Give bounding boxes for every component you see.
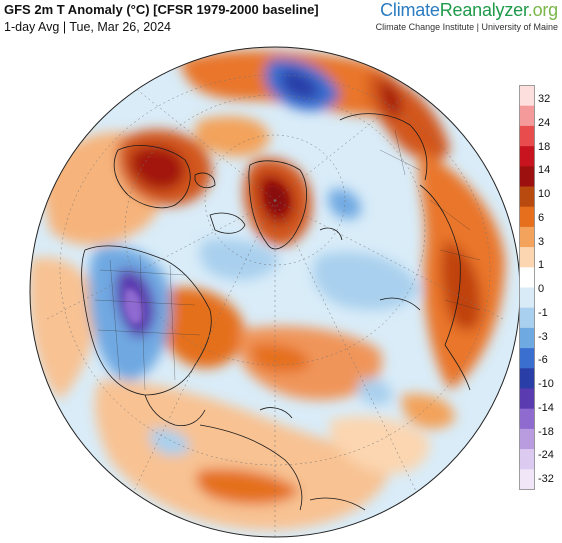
color-scale-label: -1 xyxy=(538,306,548,319)
color-scale-band xyxy=(519,428,535,450)
brand-name-part3: .org xyxy=(527,0,558,20)
color-scale-label: 0 xyxy=(538,283,545,295)
color-scale-label: -3 xyxy=(538,330,548,343)
brand-name-part2: Reanalyzer xyxy=(439,0,528,20)
color-scale-band xyxy=(519,307,535,329)
map-subtitle: 1-day Avg | Tue, Mar 26, 2024 xyxy=(4,20,172,34)
color-scale-label: 14 xyxy=(538,164,551,177)
brand-logo[interactable]: ClimateReanalyzer.org Climate Change Ins… xyxy=(375,0,559,32)
color-scale-label: 10 xyxy=(538,188,551,200)
color-scale-band xyxy=(519,408,535,430)
color-scale-label: -32 xyxy=(538,473,554,485)
political-borders xyxy=(94,129,481,391)
color-scale-label: -6 xyxy=(538,354,548,367)
color-scale-band xyxy=(519,206,535,228)
color-scale-label: 32 xyxy=(538,93,551,105)
color-scale-band xyxy=(519,327,535,349)
color-scale-label: 6 xyxy=(538,211,545,224)
brand-name-part1: Climate xyxy=(380,0,440,20)
color-scale-band xyxy=(519,226,535,248)
color-scale-band xyxy=(519,469,535,490)
color-scale-band xyxy=(519,267,535,288)
color-scale-frame xyxy=(519,85,535,490)
color-scale-label: -24 xyxy=(538,449,554,462)
color-scale-band xyxy=(519,186,535,207)
color-scale-band xyxy=(519,247,535,268)
color-scale-band xyxy=(519,449,535,470)
color-scale-band xyxy=(519,287,535,308)
coastlines xyxy=(81,113,471,511)
color-scale-label: -18 xyxy=(538,425,554,438)
color-scale-band xyxy=(519,368,535,389)
color-scale-label: -14 xyxy=(538,401,554,414)
brand-name: ClimateReanalyzer.org xyxy=(376,0,558,21)
map-title: GFS 2m T Anomaly (°C) [CFSR 1979-2000 ba… xyxy=(4,2,319,17)
color-scale-label: 18 xyxy=(538,140,551,153)
color-scale-band xyxy=(519,125,535,147)
color-scale-label: 1 xyxy=(538,259,545,272)
color-scale-band xyxy=(519,166,535,187)
color-scale-band xyxy=(519,85,535,106)
color-scale-band xyxy=(519,348,535,369)
color-scale-band xyxy=(519,146,535,167)
color-scale-label: 24 xyxy=(538,116,551,129)
color-scale-label: 3 xyxy=(538,235,545,248)
color-scale-label: -10 xyxy=(538,378,554,390)
color-scale-band xyxy=(519,105,535,127)
color-scale-band xyxy=(519,388,535,409)
anomaly-field xyxy=(30,47,520,537)
color-scale-bar xyxy=(519,85,535,490)
brand-tagline: Climate Change Institute | University of… xyxy=(375,22,558,32)
